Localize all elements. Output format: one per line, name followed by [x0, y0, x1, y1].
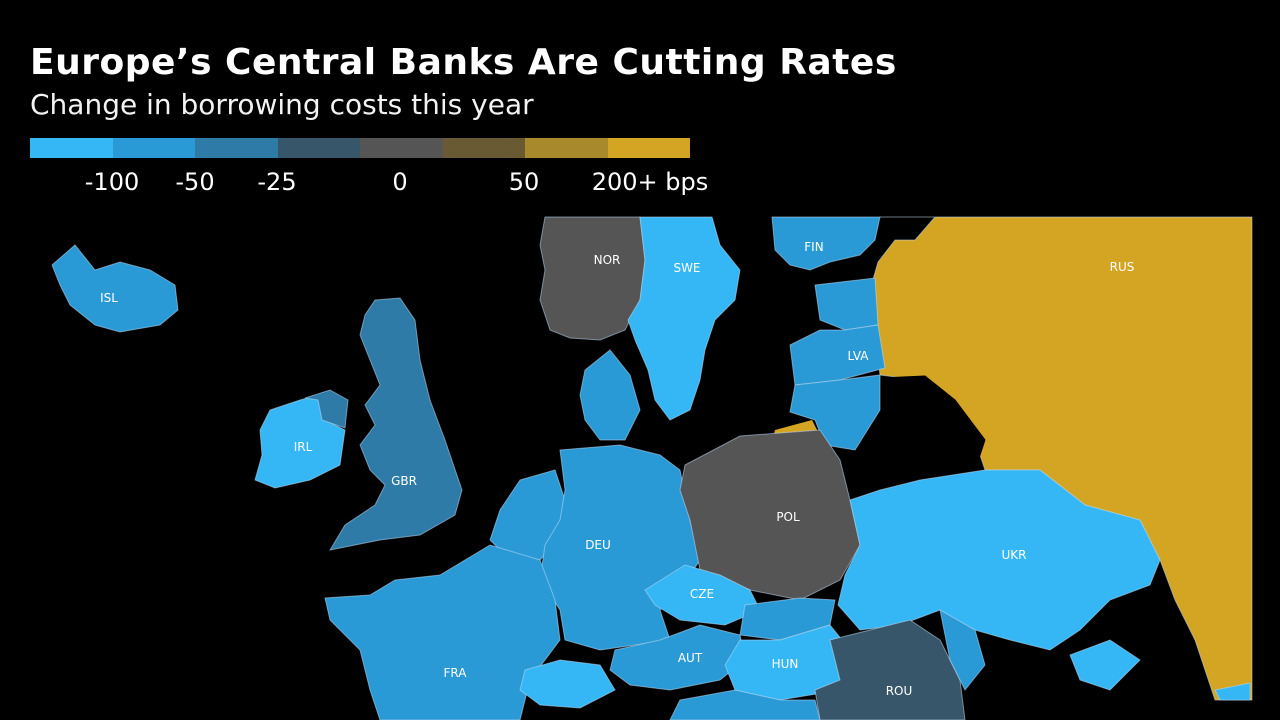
- legend-tick-50: 50: [508, 168, 540, 196]
- region-che: [519, 659, 616, 709]
- region-est: [814, 277, 879, 331]
- region-fin: [771, 216, 881, 271]
- region-ltu: [789, 374, 881, 451]
- label-cze: CZE: [690, 587, 714, 601]
- region-pol: [679, 429, 861, 601]
- region-fra: [324, 544, 561, 720]
- label-deu: DEU: [585, 538, 611, 552]
- legend-tick-minus100: -100: [84, 168, 140, 196]
- region-geo: [1214, 682, 1251, 701]
- label-swe: SWE: [673, 261, 700, 275]
- chart-subtitle: Change in borrowing costs this year: [30, 88, 534, 121]
- color-legend: [30, 138, 690, 158]
- label-fra: FRA: [444, 666, 468, 680]
- label-gbr: GBR: [391, 474, 417, 488]
- region-swe: [627, 216, 741, 421]
- legend-swatch-3: [277, 138, 360, 158]
- label-lva: LVA: [847, 349, 869, 363]
- label-pol: POL: [776, 510, 800, 524]
- region-crimea: [1069, 639, 1141, 691]
- label-rou: ROU: [886, 684, 913, 698]
- region-rou: [814, 619, 966, 720]
- label-aut: AUT: [678, 651, 703, 665]
- label-isl: ISL: [100, 291, 118, 305]
- chart-title: Europe’s Central Banks Are Cutting Rates: [30, 42, 897, 83]
- legend-swatch-0: [30, 138, 113, 158]
- label-fin: FIN: [804, 240, 823, 254]
- label-hun: HUN: [772, 657, 799, 671]
- legend-swatch-4: [360, 138, 443, 158]
- label-nor: NOR: [594, 253, 621, 267]
- legend-tick-minus25: -25: [257, 168, 297, 196]
- legend-swatch-1: [112, 138, 195, 158]
- region-ukr: [837, 469, 1161, 651]
- region-gbr: [328, 297, 463, 551]
- legend-tick-minus50: -50: [175, 168, 215, 196]
- legend-swatch-2: [195, 138, 278, 158]
- region-mda: [939, 609, 986, 691]
- label-irl: IRL: [294, 440, 313, 454]
- region-nir: [304, 389, 349, 429]
- region-dnk: [579, 349, 641, 441]
- region-isl: [51, 244, 179, 333]
- legend-swatch-7: [607, 138, 690, 158]
- legend-swatch-5: [442, 138, 525, 158]
- legend-swatch-6: [525, 138, 608, 158]
- region-balkans: [669, 689, 821, 720]
- legend-labels: -100 -50 -25 0 50 200+ bps: [0, 168, 1280, 202]
- region-deu: [539, 444, 701, 651]
- legend-tick-200: 200+ bps: [591, 168, 709, 196]
- label-ukr: UKR: [1002, 548, 1027, 562]
- legend-tick-0: 0: [392, 168, 408, 196]
- label-rus: RUS: [1110, 260, 1135, 274]
